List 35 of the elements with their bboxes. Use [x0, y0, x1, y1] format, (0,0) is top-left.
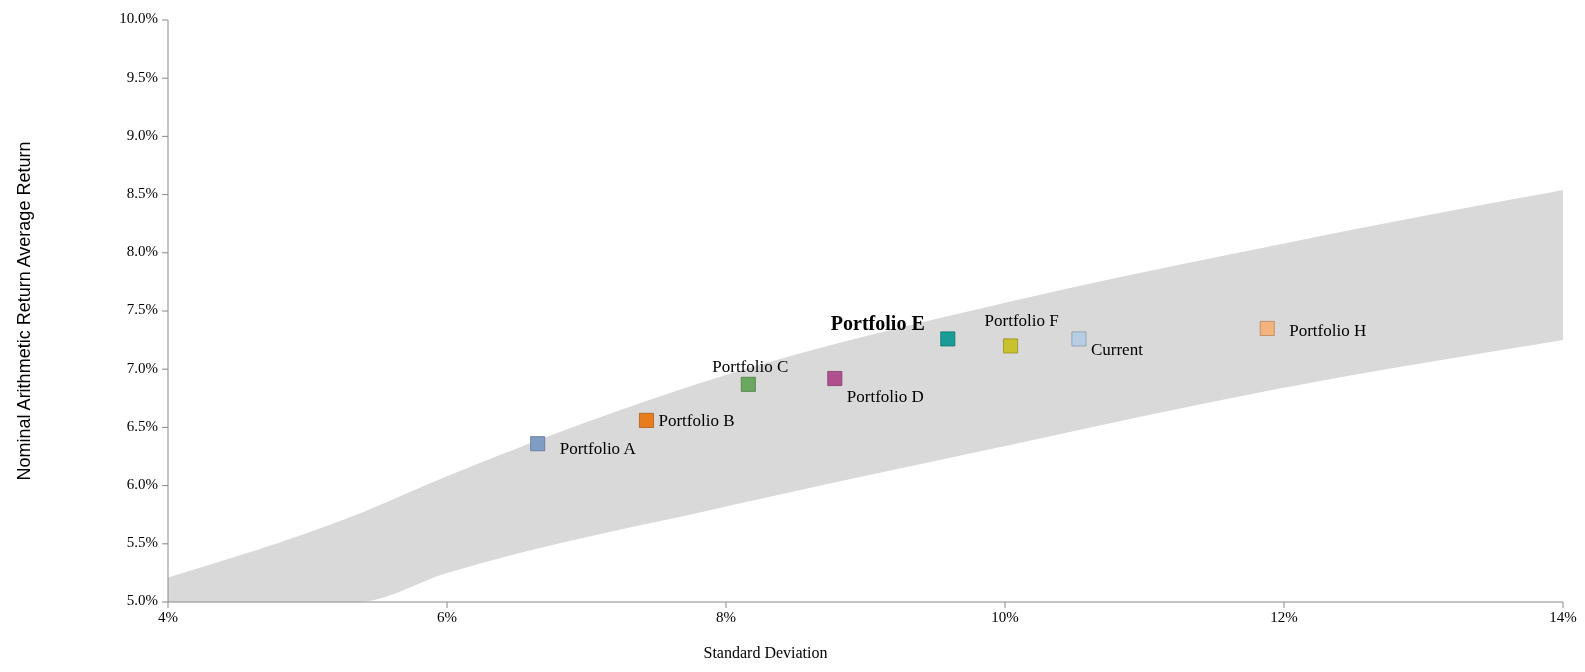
y-tick-label: 6.0% — [126, 476, 158, 493]
point — [740, 376, 756, 392]
point — [827, 371, 843, 386]
point — [1003, 338, 1019, 354]
series-label: Portfolio A — [559, 438, 637, 458]
y-tick-label: 10.0% — [119, 10, 158, 27]
y-axis-title: Nominal Arithmetic Return Average Return — [14, 141, 34, 481]
series-label: Portfolio C — [712, 357, 789, 377]
y-tick-label: 8.5% — [126, 185, 158, 202]
series-label: Portfolio H — [1289, 321, 1367, 341]
y-tick-label: 7.5% — [126, 301, 158, 318]
point — [1259, 320, 1275, 336]
y-tick-label: 6.5% — [126, 417, 158, 434]
point — [940, 331, 956, 347]
series-label: Portfolio B — [658, 411, 735, 431]
series-label: Portfolio E — [830, 311, 925, 334]
x-axis-title: Standard Deviation — [703, 644, 828, 661]
x-tick-label: 10% — [991, 609, 1019, 625]
y-tick-label: 5.5% — [126, 534, 158, 551]
y-tick-label: 5.0% — [126, 592, 158, 609]
x-tick-label: 8% — [716, 609, 736, 625]
point — [1071, 331, 1087, 347]
series-label: Portfolio F — [984, 310, 1059, 330]
x-tick-label: 12% — [1270, 609, 1298, 625]
y-tick-label: 7.0% — [126, 359, 158, 376]
x-tick-label: 14% — [1549, 609, 1577, 625]
point — [530, 436, 546, 452]
y-tick-label: 9.0% — [126, 126, 158, 143]
series-label: Current — [1090, 339, 1144, 359]
y-tick-label: 9.5% — [126, 68, 158, 85]
point — [639, 412, 654, 428]
y-tick-label: 8.0% — [126, 243, 158, 260]
series-label: Portfolio D — [846, 387, 924, 407]
x-tick-label: 6% — [437, 609, 457, 625]
x-tick-label: 4% — [158, 609, 178, 625]
